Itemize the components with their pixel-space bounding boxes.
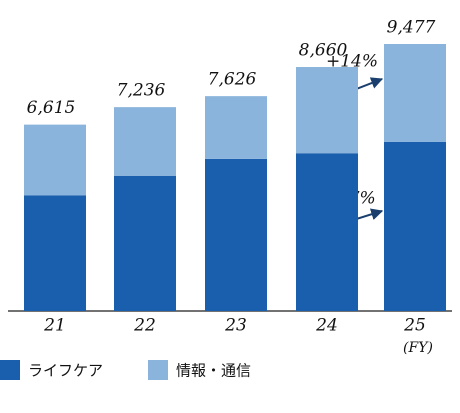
legend-swatch: [148, 360, 168, 380]
bar-segment: [205, 158, 267, 311]
bar-segment: [114, 175, 176, 311]
bar-segment: [296, 153, 358, 311]
total-label: 7,236: [117, 81, 166, 101]
x-tick-label: 23: [224, 316, 247, 336]
total-label: 8,660: [299, 41, 348, 61]
x-unit-label: (FY): [403, 340, 433, 356]
x-tick-label: 22: [133, 316, 156, 336]
bar-segment: [296, 67, 358, 154]
legend-swatch: [0, 360, 20, 380]
legend-label: 情報・通信: [176, 362, 251, 380]
total-label: 6,615: [27, 98, 76, 118]
total-label: 9,477: [387, 18, 436, 38]
total-label: 7,626: [208, 70, 257, 90]
bar-segment: [384, 141, 446, 311]
legend-label: ライフケア: [28, 362, 103, 380]
bar-segment: [24, 195, 86, 311]
x-tick-label: 24: [315, 316, 338, 336]
bar-segment: [205, 96, 267, 159]
bar-segment: [114, 107, 176, 176]
x-tick-label: 25: [403, 316, 426, 336]
bar-segment: [24, 124, 86, 196]
annotation: +14%: [326, 52, 378, 72]
x-tick-label: 21: [43, 316, 66, 336]
bar-segment: [384, 44, 446, 142]
